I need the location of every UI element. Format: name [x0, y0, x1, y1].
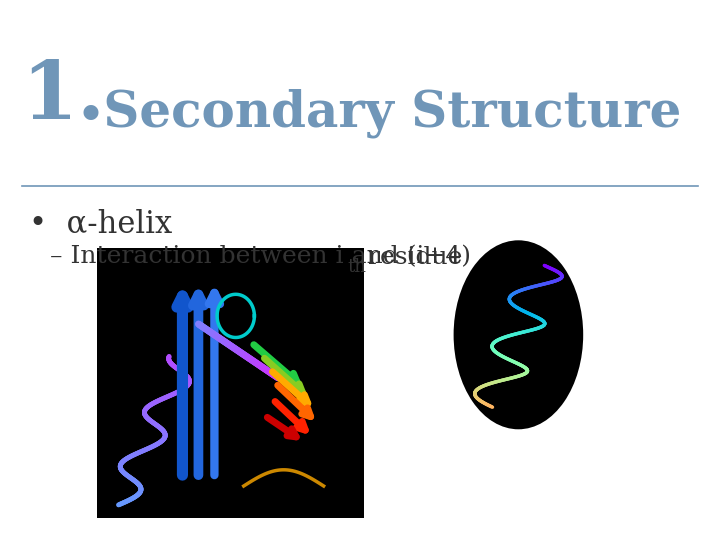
Ellipse shape	[454, 240, 583, 429]
Text: – Interaction between i and (i+4): – Interaction between i and (i+4)	[50, 246, 472, 269]
Text: 1.: 1.	[22, 58, 106, 136]
Text: th: th	[348, 258, 366, 275]
Text: •  α-helix: • α-helix	[29, 208, 172, 239]
Text: residue: residue	[360, 246, 462, 269]
FancyBboxPatch shape	[97, 248, 364, 518]
Text: Secondary Structure: Secondary Structure	[86, 89, 682, 138]
